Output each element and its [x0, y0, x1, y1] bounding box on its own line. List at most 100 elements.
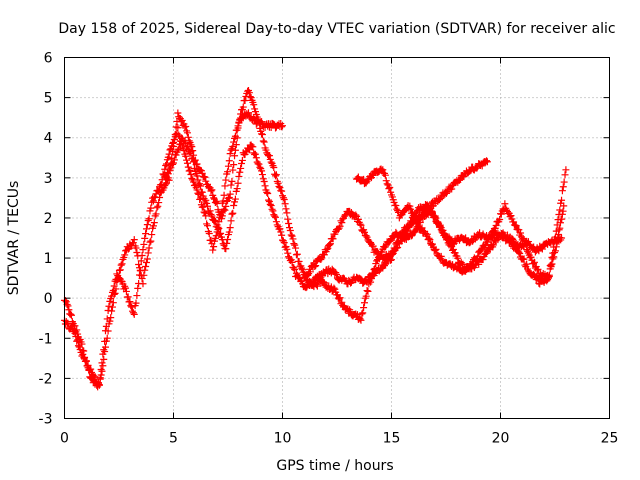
data-point: [214, 226, 222, 234]
data-point: [108, 307, 116, 315]
data-point: [317, 256, 325, 264]
data-point: [207, 187, 215, 195]
series-track-2: [61, 86, 321, 389]
data-point: [517, 229, 525, 237]
data-point: [272, 218, 280, 226]
data-point: [84, 361, 92, 369]
data-point: [142, 262, 150, 270]
data-point: [162, 180, 170, 188]
data-point: [396, 230, 404, 238]
data-point: [130, 310, 138, 318]
x-tick-label: 5: [169, 431, 178, 447]
data-point: [227, 181, 235, 189]
data-point: [108, 303, 116, 311]
data-point: [557, 199, 565, 207]
data-point: [277, 228, 285, 236]
y-tick-label: 2: [44, 211, 53, 227]
data-point: [207, 210, 215, 218]
data-point: [269, 207, 277, 215]
data-point: [208, 186, 216, 194]
data-point: [497, 210, 505, 218]
data-point: [196, 195, 204, 203]
data-point: [170, 156, 178, 164]
data-point: [383, 180, 391, 188]
data-point: [141, 266, 149, 274]
data-point: [101, 343, 109, 351]
data-point: [256, 163, 264, 171]
data-point: [369, 242, 377, 250]
data-point: [559, 207, 567, 215]
data-point: [225, 228, 233, 236]
data-point: [330, 284, 338, 292]
data-point: [164, 153, 172, 161]
data-point: [217, 229, 225, 237]
data-point: [211, 217, 219, 225]
y-tick-label: 3: [44, 171, 53, 187]
data-point: [534, 265, 542, 273]
x-tick-label: 15: [383, 431, 401, 447]
data-point: [140, 271, 148, 279]
y-tick-label: 5: [44, 91, 53, 107]
data-point: [276, 225, 284, 233]
data-point: [206, 207, 214, 215]
data-point: [333, 270, 341, 278]
data-point: [432, 245, 440, 253]
y-tick-label: 6: [44, 51, 53, 67]
data-point: [111, 289, 119, 297]
data-point: [258, 167, 266, 175]
data-point: [231, 195, 239, 203]
data-point: [546, 262, 554, 270]
data-point: [215, 224, 223, 232]
y-tick-label: 1: [44, 251, 53, 267]
data-point: [304, 271, 312, 279]
data-point: [357, 316, 365, 324]
data-point: [150, 219, 158, 227]
data-point: [115, 274, 123, 282]
data-point: [226, 150, 234, 158]
data-point: [104, 327, 112, 335]
data-point: [144, 216, 152, 224]
data-point: [285, 219, 293, 227]
data-point: [418, 224, 426, 232]
data-point: [193, 186, 201, 194]
data-point: [139, 246, 147, 254]
data-point: [142, 259, 150, 267]
data-point: [558, 234, 566, 242]
data-point: [172, 151, 180, 159]
data-point: [210, 243, 218, 251]
data-point: [558, 187, 566, 195]
data-point: [466, 167, 474, 175]
data-point: [145, 215, 153, 223]
data-point: [358, 310, 366, 318]
data-point: [329, 235, 337, 243]
data-point: [362, 292, 370, 300]
data-point: [91, 373, 99, 381]
data-point: [289, 235, 297, 243]
series-track-6: [353, 165, 570, 283]
data-point: [228, 177, 236, 185]
data-point: [122, 287, 130, 295]
data-point: [236, 116, 244, 124]
data-point: [390, 234, 398, 242]
data-point: [279, 237, 287, 245]
data-point: [118, 260, 126, 268]
data-point: [193, 172, 201, 180]
data-point: [142, 230, 150, 238]
data-point: [456, 176, 464, 184]
data-point: [360, 299, 368, 307]
data-point: [246, 93, 254, 101]
data-point: [234, 124, 242, 132]
data-point: [293, 250, 301, 258]
data-point: [117, 261, 125, 269]
data-point: [241, 96, 249, 104]
data-point: [226, 224, 234, 232]
data-point: [137, 257, 145, 265]
data-point: [205, 230, 213, 238]
data-point: [147, 204, 155, 212]
data-point: [492, 221, 500, 229]
data-point: [268, 205, 276, 213]
data-point: [163, 169, 171, 177]
data-point: [286, 227, 294, 235]
data-point: [99, 362, 107, 370]
data-point: [174, 146, 182, 154]
